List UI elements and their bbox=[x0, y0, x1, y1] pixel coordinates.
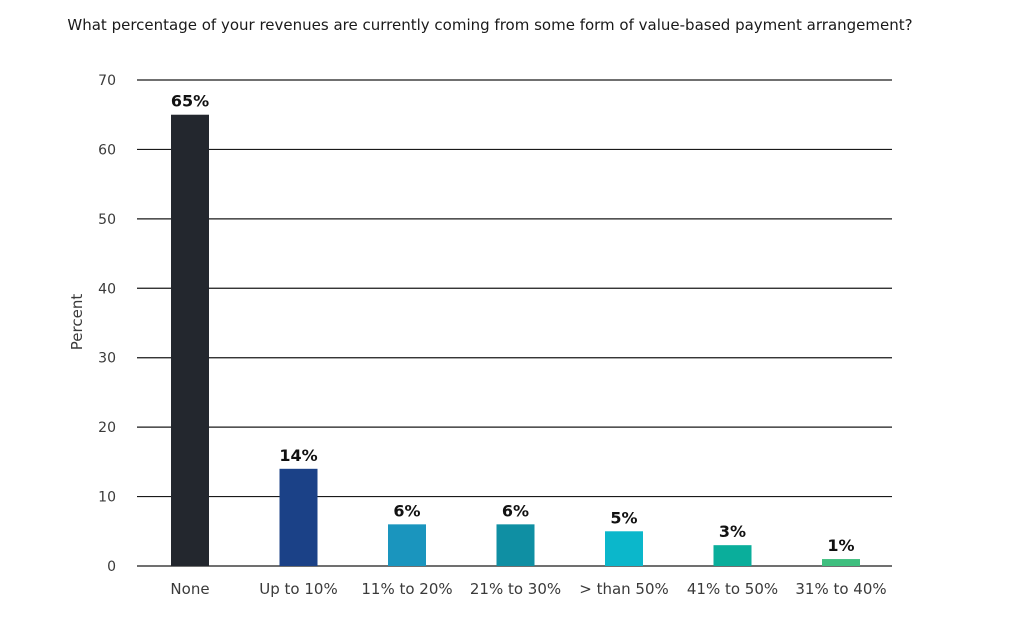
data-label: 6% bbox=[393, 501, 420, 520]
gridlines bbox=[137, 79, 892, 567]
y-tick-label: 50 bbox=[98, 212, 116, 228]
bar bbox=[713, 545, 752, 566]
x-category-label: 41% to 50% bbox=[687, 580, 778, 598]
data-labels: 65% 14% 6% 6% 5% 3% 1% bbox=[171, 92, 855, 555]
x-category-label: 21% to 30% bbox=[470, 580, 561, 598]
data-label: 14% bbox=[279, 446, 317, 465]
bars bbox=[171, 114, 860, 566]
bar bbox=[605, 531, 643, 566]
y-axis-title: Percent bbox=[68, 294, 86, 351]
x-category-label: 11% to 20% bbox=[361, 580, 452, 598]
x-category-label: Up to 10% bbox=[259, 580, 337, 598]
y-tick-label: 30 bbox=[98, 351, 116, 367]
x-axis-categories: None Up to 10% 11% to 20% 21% to 30% > than … bbox=[170, 580, 886, 598]
x-category-label: > than 50% bbox=[579, 580, 669, 598]
x-category-label: None bbox=[170, 580, 209, 598]
y-tick-label: 60 bbox=[98, 142, 116, 158]
data-label: 5% bbox=[610, 508, 637, 527]
data-label: 3% bbox=[719, 522, 746, 541]
y-tick-label: 10 bbox=[98, 490, 116, 506]
bar bbox=[496, 524, 535, 566]
y-tick-label: 70 bbox=[98, 73, 116, 89]
y-tick-label: 0 bbox=[107, 559, 116, 575]
bar bbox=[822, 559, 860, 566]
data-label: 1% bbox=[827, 536, 854, 555]
y-tick-label: 40 bbox=[98, 281, 116, 297]
bar bbox=[388, 524, 426, 566]
y-axis-ticks: 0 10 20 30 40 50 60 70 bbox=[98, 73, 116, 575]
y-tick-label: 20 bbox=[98, 420, 116, 436]
data-label: 6% bbox=[502, 501, 529, 520]
data-label: 65% bbox=[171, 92, 209, 111]
chart-title: What percentage of your revenues are cur… bbox=[67, 16, 913, 34]
bar bbox=[279, 468, 318, 566]
x-category-label: 31% to 40% bbox=[795, 580, 886, 598]
bar bbox=[171, 114, 209, 566]
